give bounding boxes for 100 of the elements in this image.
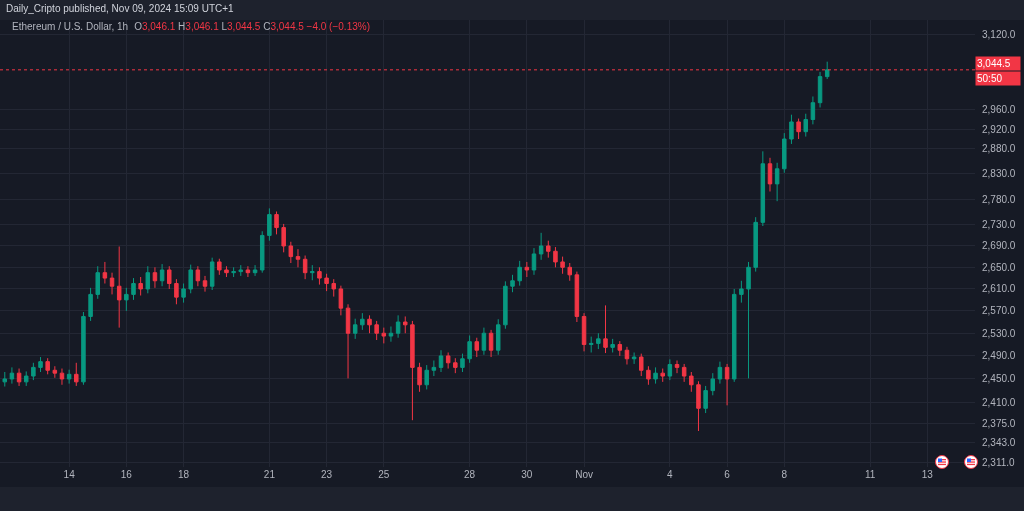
x-tick-label: 30 — [521, 469, 533, 480]
candlestick — [774, 162, 780, 202]
candlestick — [467, 334, 472, 364]
candlestick — [453, 357, 458, 374]
candlestick — [588, 336, 594, 353]
candlestick — [438, 349, 444, 373]
y-tick-label: 2,880.0 — [982, 143, 1016, 155]
candlestick — [152, 266, 158, 289]
candlestick — [288, 241, 294, 264]
candlestick — [367, 314, 372, 334]
y-tick-label: 2,690.0 — [982, 240, 1016, 252]
candlestick — [38, 356, 43, 373]
candlestick — [159, 263, 165, 287]
candlestick — [16, 368, 22, 387]
candlestick — [417, 362, 422, 393]
candlestick — [310, 264, 315, 281]
candlestick — [689, 371, 694, 393]
candlestick — [653, 366, 658, 385]
candlestick — [395, 314, 401, 339]
candlestick — [410, 320, 415, 421]
candlestick — [424, 364, 429, 390]
candlestick — [31, 362, 36, 381]
candlestick — [445, 351, 451, 370]
candlestick — [631, 351, 637, 365]
candlestick — [174, 278, 179, 305]
x-tick-label: Nov — [575, 469, 593, 480]
candlestick — [352, 318, 358, 340]
candlestick — [681, 363, 687, 383]
candlestick — [753, 216, 758, 273]
y-tick-label: 2,780.0 — [982, 193, 1016, 205]
x-tick-label: 13 — [921, 469, 934, 480]
candlestick — [660, 368, 665, 383]
candlestick — [724, 363, 730, 406]
candlestick — [345, 303, 351, 379]
x-tick-label: 16 — [120, 469, 133, 480]
candlestick — [488, 329, 494, 358]
y-tick-label: 2,490.0 — [982, 350, 1016, 362]
candlestick — [760, 150, 766, 227]
candlestick — [374, 320, 379, 341]
candlestick — [302, 255, 308, 280]
candlestick — [245, 265, 251, 278]
y-tick-label: 2,650.0 — [982, 261, 1016, 273]
candlestick — [403, 315, 408, 334]
candlestick — [59, 368, 65, 386]
candlestick — [295, 248, 301, 268]
text: 50:50 — [977, 73, 1003, 84]
chart-title: Ethereum / U.S. Dollar, 1h — [12, 21, 129, 32]
ref-line-label: 3,044.5 — [977, 58, 1011, 69]
x-tick-label: 4 — [667, 469, 674, 480]
y-tick-label: 3,120.0 — [982, 29, 1016, 41]
candlestick — [603, 304, 608, 354]
candlestick — [281, 223, 286, 253]
candlestick — [796, 118, 801, 140]
y-tick-label: 2,570.0 — [982, 305, 1016, 317]
candlestick — [596, 332, 601, 350]
candlestick — [546, 240, 551, 259]
candlestick — [717, 361, 723, 385]
candlestick — [324, 273, 329, 292]
candlestick — [224, 265, 229, 278]
candlestick — [116, 246, 122, 329]
y-tick-label: 2,920.0 — [982, 123, 1016, 135]
candlestick — [710, 372, 716, 396]
candlestick — [696, 380, 701, 432]
candlestick — [188, 264, 193, 294]
candlestick — [338, 285, 344, 316]
candlestick — [617, 340, 623, 357]
candlestick — [81, 311, 86, 386]
candlestick — [703, 385, 708, 414]
candlestick — [624, 346, 630, 366]
x-tick-label: 23 — [321, 469, 333, 480]
y-tick-label: 2,610.0 — [982, 283, 1016, 295]
candlestick — [381, 327, 387, 344]
candlestick — [510, 274, 515, 293]
candlestick — [124, 287, 129, 312]
candlestick — [109, 272, 115, 295]
candlestick — [667, 358, 673, 381]
x-tick-label: 14 — [63, 469, 76, 480]
candlestick — [167, 265, 172, 290]
y-tick-label: 2,410.0 — [982, 396, 1016, 408]
candlestick — [131, 277, 136, 301]
candlestick — [259, 230, 265, 274]
candlestick — [581, 312, 587, 352]
candlestick — [267, 207, 272, 242]
candlestick — [2, 371, 8, 388]
candlestick — [217, 258, 222, 276]
candlestick — [524, 261, 530, 278]
candlestick — [674, 359, 680, 374]
candlestick — [231, 266, 236, 278]
candlestick — [431, 359, 437, 377]
x-tick-label: 25 — [378, 469, 390, 480]
x-tick-label: 8 — [781, 469, 788, 480]
candlestick — [824, 61, 830, 80]
candlestick — [517, 260, 522, 287]
y-tick-label: 2,730.0 — [982, 219, 1016, 231]
candlestick — [360, 312, 365, 331]
candlestick — [95, 265, 100, 300]
candlestick — [88, 287, 93, 322]
candlestick — [388, 326, 394, 343]
candlestick — [460, 353, 465, 373]
candlestick — [810, 95, 816, 125]
